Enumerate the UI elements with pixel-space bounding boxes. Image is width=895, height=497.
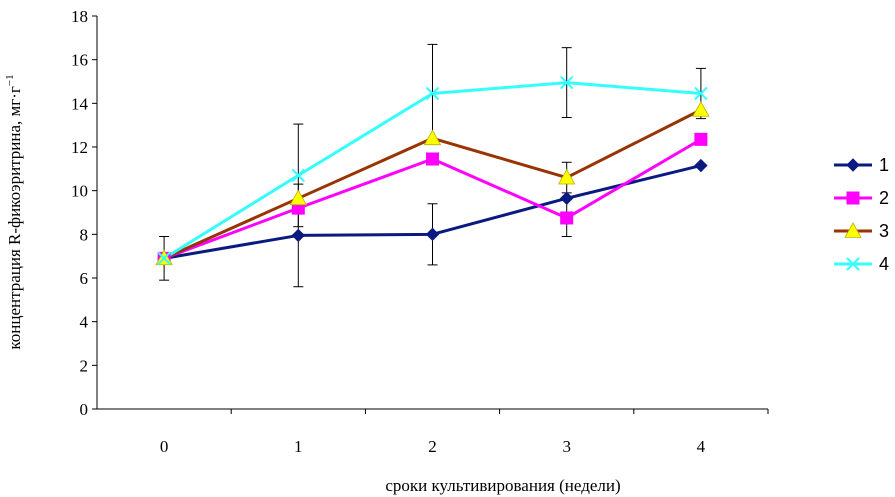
legend: 1 2 3 4: [834, 155, 889, 274]
data-point-series-4: [425, 86, 440, 101]
y-tick-label: 6: [80, 269, 89, 288]
data-point-series-2: [426, 152, 439, 166]
legend-marker-2: [846, 191, 860, 205]
data-point-series-4: [694, 86, 708, 101]
error-bars: [159, 43, 706, 288]
series-markers: [155, 75, 710, 266]
data-point-series-3: [692, 101, 710, 117]
data-point-series-1: [694, 158, 708, 173]
y-tick-label: 14: [71, 94, 89, 113]
data-point-series-4: [291, 168, 306, 183]
legend-marker-1: [846, 158, 860, 172]
y-tick-label: 0: [80, 400, 89, 419]
data-point-series-1: [559, 191, 574, 206]
y-tick-label: 4: [80, 313, 89, 332]
legend-label-1: 1: [879, 155, 889, 175]
y-axis-title-superscript: −1: [4, 74, 16, 86]
y-axis-title-main: концентрация R-фикоэритрина, мг·г: [5, 86, 24, 350]
data-point-series-4-stroke: [157, 251, 171, 266]
data-point-series-3: [289, 189, 307, 206]
y-tick-label: 2: [80, 356, 89, 375]
y-ticks: 0 2 4 6 8 10 12 14 16 18: [71, 7, 97, 419]
data-point-series-1: [425, 227, 440, 242]
y-tick-label: 8: [80, 225, 89, 244]
y-tick-label: 12: [71, 138, 88, 157]
legend-label-4: 4: [879, 254, 889, 274]
legend-marker-3: [844, 222, 862, 238]
data-point-series-3: [423, 129, 442, 146]
x-tick-label: 4: [697, 437, 706, 456]
data-point-series-2: [694, 132, 708, 146]
data-point-series-2: [560, 211, 574, 225]
data-point-series-3: [558, 168, 576, 185]
data-point-series-4: [559, 75, 574, 90]
legend-marker-4-stroke: [846, 257, 860, 271]
x-ticks: 0 1 2 3 4: [160, 409, 769, 456]
y-axis-title: концентрация R-фикоэритрина, мг·г−1: [4, 74, 24, 349]
data-point-series-4-stroke: [694, 86, 708, 101]
y-tick-label: 18: [71, 7, 88, 26]
x-tick-label: 3: [562, 437, 571, 456]
y-tick-label: 10: [71, 182, 88, 201]
y-tick-label: 16: [71, 51, 88, 70]
data-point-series-4-stroke: [559, 75, 574, 90]
legend-label-2: 2: [879, 188, 889, 208]
legend-label-3: 3: [879, 221, 889, 241]
data-point-series-4: [157, 251, 171, 266]
x-tick-label: 0: [160, 437, 169, 456]
chart-axes: [96, 16, 768, 410]
x-tick-label: 2: [428, 437, 437, 456]
data-point-series-4-stroke: [425, 86, 440, 101]
x-tick-label: 1: [294, 437, 303, 456]
legend-marker-4: [846, 257, 860, 271]
x-axis-title: сроки культивирования (недели): [385, 476, 620, 495]
data-point-series-4-stroke: [291, 168, 306, 183]
data-point-series-1: [291, 228, 306, 243]
